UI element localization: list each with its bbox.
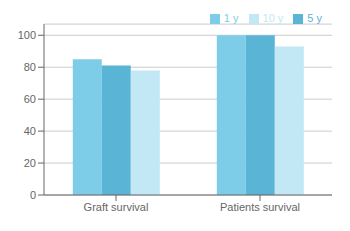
svg-text:0: 0 <box>30 189 36 201</box>
html-text:1 y: 1 y <box>223 12 239 24</box>
html-text:5 y: 5 y <box>307 12 322 24</box>
html-text:10 y: 10 y <box>262 12 284 24</box>
svg-text:40: 40 <box>24 125 36 137</box>
svg-text:Patients survival: Patients survival <box>220 201 300 213</box>
svg-text:60: 60 <box>24 93 36 105</box>
svg-text:100: 100 <box>18 29 36 41</box>
svg-text:80: 80 <box>24 61 36 73</box>
svg-text:20: 20 <box>24 157 36 169</box>
svg-text:Graft survival: Graft survival <box>84 201 149 213</box>
